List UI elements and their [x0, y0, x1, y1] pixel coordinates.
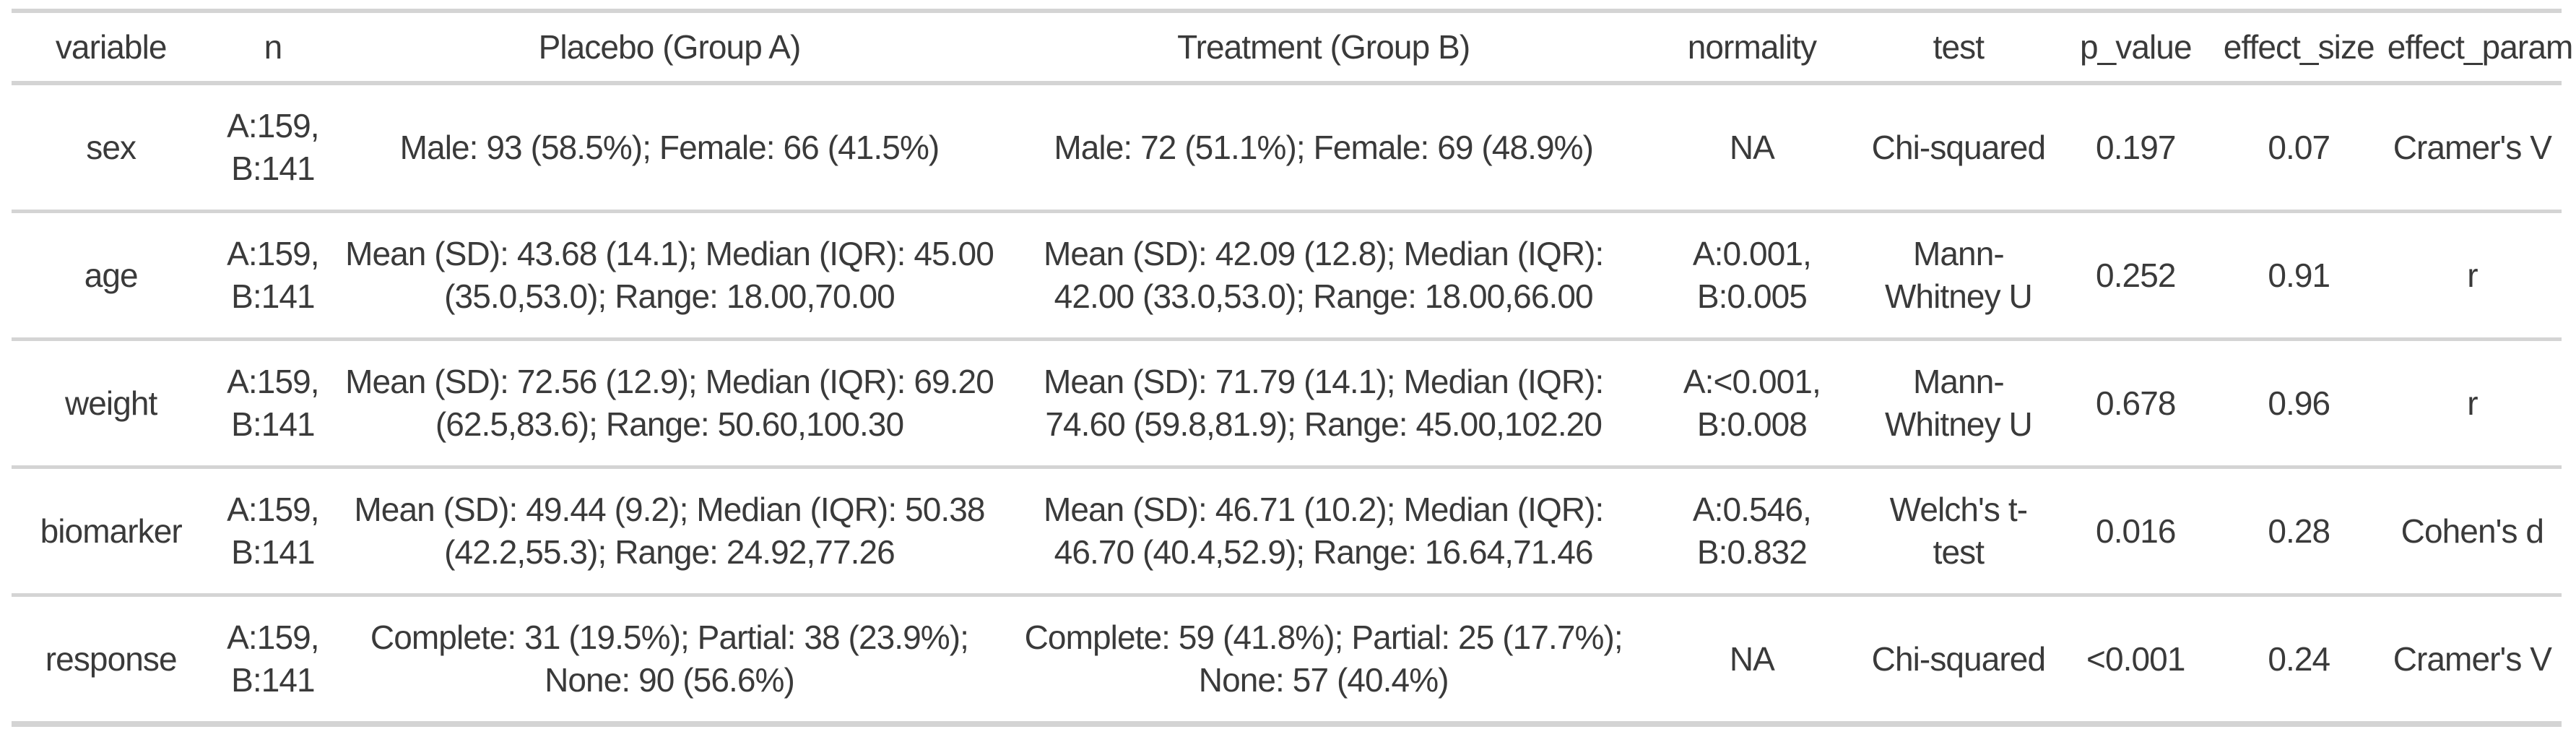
cell-sex-n: A:159, B:141	[227, 107, 319, 187]
table-row-age: age A:159, B:141 Mean (SD): 43.68 (14.1); …	[12, 211, 2562, 340]
cell-age-test: Mann-Whitney U	[1884, 235, 2033, 315]
cell-response-p_value: <0.001	[2086, 639, 2185, 678]
cell-response-effect_size: 0.24	[2268, 639, 2330, 678]
cell-age-placebo: Mean (SD): 43.68 (14.1); Median (IQR): 4…	[345, 235, 994, 315]
cell-biomarker-p_value: 0.016	[2096, 512, 2176, 550]
column-header-n: n	[264, 27, 283, 66]
cell-sex-variable: sex	[86, 128, 136, 166]
cell-sex-treatment: Male: 72 (51.1%); Female: 69 (48.9%)	[1054, 128, 1594, 166]
table-header: variable n Placebo (Group A) Treatment (Gro…	[12, 11, 2574, 83]
cell-age-normality: A:0.001, B:0.005	[1692, 235, 1812, 315]
cell-biomarker-variable: biomarker	[40, 512, 183, 550]
column-header-p_value: p_value	[2079, 27, 2193, 66]
column-header-placebo: Placebo (Group A)	[538, 27, 802, 66]
cell-sex-effect_size: 0.07	[2268, 128, 2330, 166]
cell-weight-treatment: Mean (SD): 71.79 (14.1); Median (IQR): 7…	[1043, 363, 1604, 443]
cell-sex-placebo: Male: 93 (58.5%); Female: 66 (41.5%)	[399, 128, 940, 166]
cell-response-normality: NA	[1729, 639, 1775, 678]
header-row: variable n Placebo (Group A) Treatment (Gro…	[12, 11, 2574, 83]
table-body: sex A:159, B:141 Male: 93 (58.5%); Female:…	[12, 83, 2562, 724]
cell-response-variable: response	[45, 639, 178, 678]
cell-biomarker-treatment: Mean (SD): 46.71 (10.2); Median (IQR): 4…	[1043, 491, 1604, 571]
cell-response-placebo: Complete: 31 (19.5%); Partial: 38 (23.9%…	[370, 619, 969, 699]
cell-sex-normality: NA	[1729, 128, 1775, 166]
column-header-normality: normality	[1687, 27, 1817, 66]
cell-biomarker-normality: A:0.546, B:0.832	[1692, 491, 1812, 571]
column-header-variable: variable	[55, 27, 168, 66]
cell-age-effect_param: r	[2467, 256, 2478, 294]
cell-weight-effect_param: r	[2467, 384, 2478, 422]
cell-biomarker-effect_param: Cohen's d	[2401, 512, 2544, 550]
cell-weight-n: A:159, B:141	[227, 363, 319, 443]
column-header-test: test	[1933, 27, 1985, 66]
cell-age-variable: age	[84, 256, 139, 294]
cell-sex-effect_param: Cramer's V	[2393, 128, 2552, 166]
group-comparison-table: variable n Placebo (Group A) Treatment (Gro…	[12, 9, 2574, 727]
table-row-sex: sex A:159, B:141 Male: 93 (58.5%); Female:…	[12, 83, 2562, 212]
column-header-effect_param: effect_param	[2387, 27, 2574, 66]
cell-age-treatment: Mean (SD): 42.09 (12.8); Median (IQR): 4…	[1043, 235, 1604, 315]
cell-weight-p_value: 0.678	[2096, 384, 2176, 422]
cell-sex-p_value: 0.197	[2096, 128, 2176, 166]
cell-age-p_value: 0.252	[2096, 256, 2176, 294]
cell-biomarker-n: A:159, B:141	[227, 491, 319, 571]
cell-response-effect_param: Cramer's V	[2393, 639, 2552, 678]
cell-sex-test: Chi-squared	[1871, 128, 2046, 166]
table-row-weight: weight A:159, B:141 Mean (SD): 72.56 (12.9…	[12, 339, 2562, 467]
cell-biomarker-test: Welch's t-test	[1889, 491, 2028, 571]
column-header-effect_size: effect_size	[2223, 27, 2375, 66]
cell-weight-placebo: Mean (SD): 72.56 (12.9); Median (IQR): 6…	[345, 363, 994, 443]
cell-response-n: A:159, B:141	[227, 619, 319, 699]
cell-biomarker-placebo: Mean (SD): 49.44 (9.2); Median (IQR): 50…	[354, 491, 985, 571]
cell-weight-normality: A:<0.001, B:0.008	[1683, 363, 1821, 443]
cell-biomarker-effect_size: 0.28	[2268, 512, 2330, 550]
cell-age-n: A:159, B:141	[227, 235, 319, 315]
cell-response-test: Chi-squared	[1871, 639, 2046, 678]
cell-weight-effect_size: 0.96	[2268, 384, 2330, 422]
cell-weight-test: Mann-Whitney U	[1884, 363, 2033, 443]
column-header-treatment: Treatment (Group B)	[1177, 27, 1470, 66]
cell-weight-variable: weight	[64, 384, 157, 422]
cell-age-effect_size: 0.91	[2268, 256, 2330, 294]
table-row-biomarker: biomarker A:159, B:141 Mean (SD): 49.44 (9…	[12, 467, 2562, 595]
cell-response-treatment: Complete: 59 (41.8%); Partial: 25 (17.7%…	[1024, 619, 1623, 699]
table-row-response: response A:159, B:141 Complete: 31 (19.5%)…	[12, 595, 2562, 725]
